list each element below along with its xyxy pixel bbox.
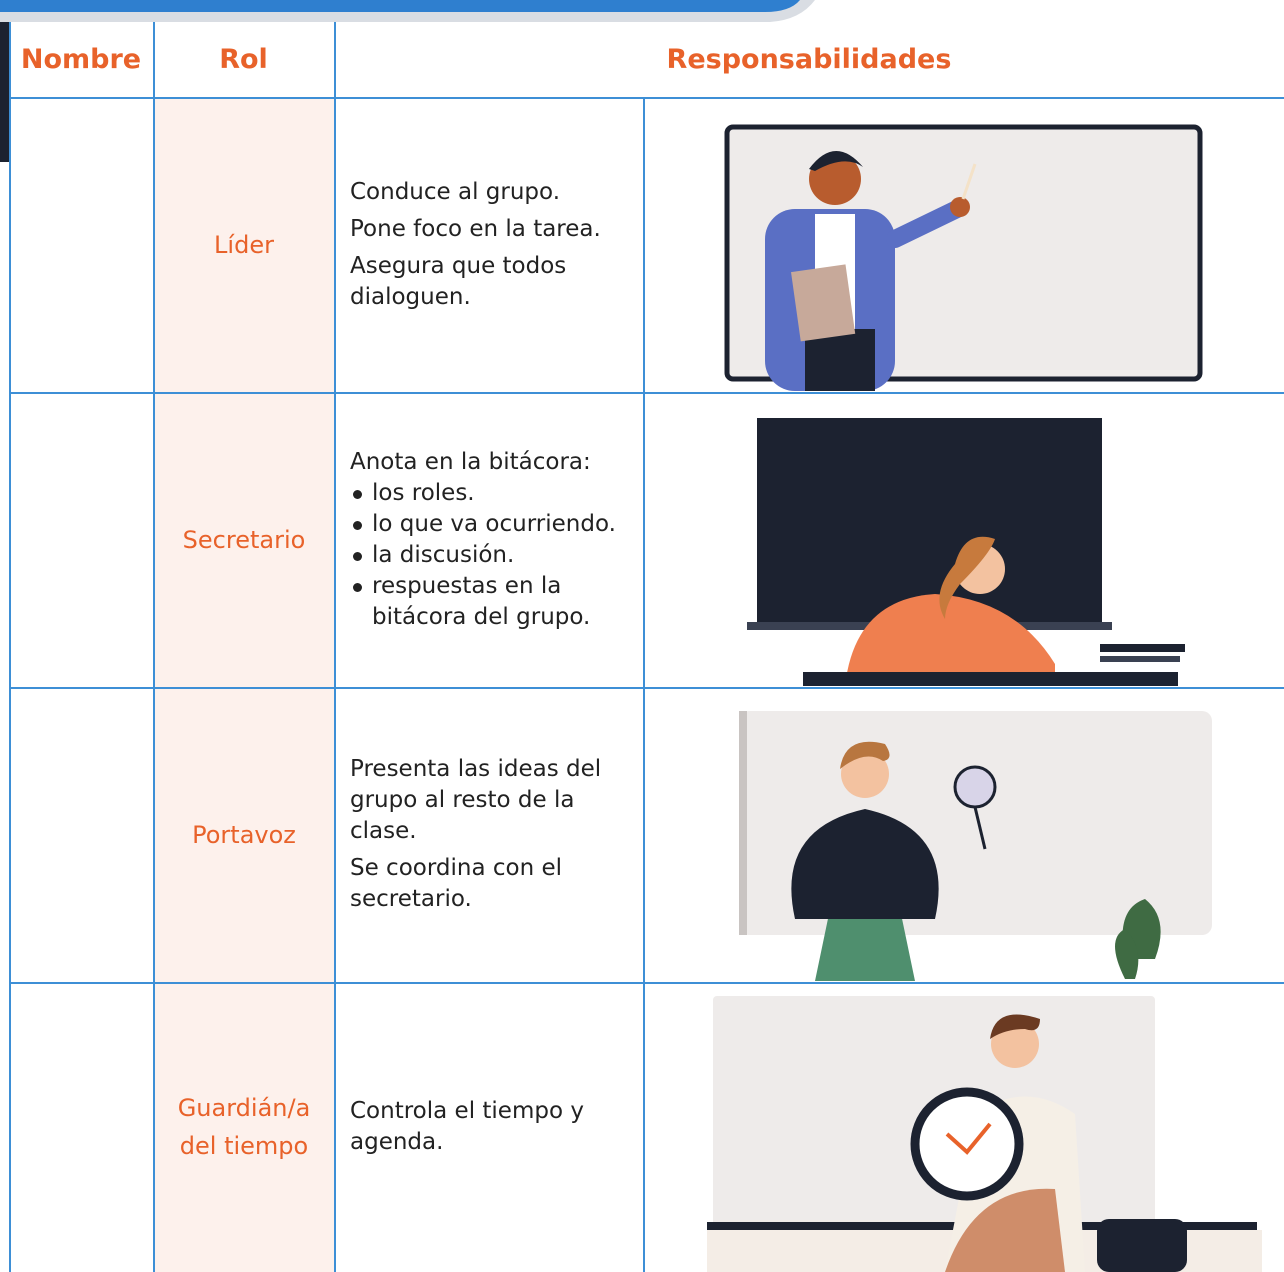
illustration-spokesperson xyxy=(739,711,1212,981)
paragraph: Presenta las ideas del grupo al resto de… xyxy=(350,756,602,844)
bullet-list: los roles. lo que va ocurriendo. la discus… xyxy=(350,478,635,633)
role-cell: Guardián/a del tiempo xyxy=(154,982,334,1272)
role-name: Portavoz xyxy=(192,820,296,849)
column-line xyxy=(153,22,155,1272)
paragraph: Asegura que todos dialoguen. xyxy=(350,252,567,310)
responsibilities: Anota en la bitácora: los roles. lo que va… xyxy=(350,392,635,687)
intro: Anota en la bitácora: xyxy=(350,448,591,475)
bullet: respuestas en la bitácora del grupo. xyxy=(350,571,635,633)
row-line xyxy=(9,687,1284,689)
paragraph: Se coordina con el secretario. xyxy=(350,855,563,912)
row-line xyxy=(9,97,1284,99)
paragraph: Pone foco en la tarea. xyxy=(350,215,601,242)
responsibilities: Conduce al grupo. Pone foco en la tarea. A… xyxy=(350,97,635,392)
illustration-timekeeper xyxy=(707,996,1262,1272)
bullet: los roles. xyxy=(350,478,635,509)
role-cell-bg xyxy=(154,982,334,1272)
row-line xyxy=(9,982,1284,984)
bullet: lo que va ocurriendo. xyxy=(350,509,635,540)
left-edge xyxy=(0,22,9,162)
paragraph: Controla el tiempo y agenda. xyxy=(350,1098,584,1155)
column-header: Nombre xyxy=(20,44,142,75)
role-name: Secretario xyxy=(182,525,306,554)
column-line xyxy=(9,22,11,1272)
responsibilities: Controla el tiempo y agenda. xyxy=(350,982,635,1272)
bullet: la discusión. xyxy=(350,540,635,571)
responsibilities: Presenta las ideas del grupo al resto de… xyxy=(350,687,635,982)
role-name: Guardián/a del tiempo xyxy=(177,1094,311,1160)
row-line xyxy=(9,392,1284,394)
role-name: Líder xyxy=(214,230,274,259)
column-line xyxy=(643,97,645,1272)
illustration-leader xyxy=(724,124,1203,391)
top-banner xyxy=(0,0,815,30)
role-cell-bg xyxy=(154,687,334,982)
role-cell: Líder xyxy=(154,97,334,392)
role-cell-bg xyxy=(154,97,334,392)
column-header: Rol xyxy=(219,44,268,75)
column-line xyxy=(334,22,336,1272)
illustration-secretary xyxy=(747,418,1185,686)
role-cell: Portavoz xyxy=(154,687,334,982)
role-cell: Secretario xyxy=(154,392,334,687)
role-cell-bg xyxy=(154,392,334,687)
column-header: Responsabilidades xyxy=(666,44,952,75)
paragraph: Conduce al grupo. xyxy=(350,178,560,205)
